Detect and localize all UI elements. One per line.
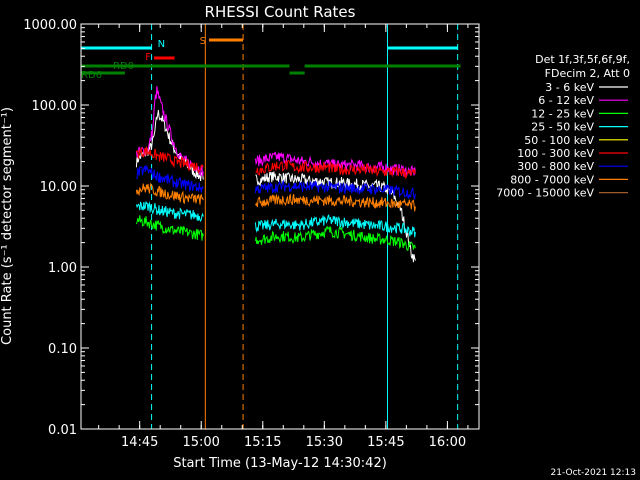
series-line-2-1 — [254, 225, 416, 251]
legend-label-0: 3 - 6 keV — [545, 81, 594, 94]
y-tick-label: 0.01 — [48, 423, 77, 438]
footer-timestamp: 21-Oct-2021 12:13 — [551, 468, 636, 478]
x-axis-title: Start Time (13-May-12 14:30:42) — [173, 456, 387, 471]
series-line-6-1 — [254, 179, 416, 201]
legend-label-5: 100 - 300 keV — [517, 147, 594, 160]
flag-label-S: S — [200, 36, 206, 47]
y-tick-label: 1000.00 — [23, 18, 77, 33]
flag-label-RD6: RD6 — [81, 70, 102, 81]
legend: Det 1f,3f,5f,6f,9f, FDecim 2, Att 0 3 - … — [496, 53, 630, 200]
series-line-2-0 — [135, 215, 204, 241]
legend-header-line-2: FDecim 2, Att 0 — [545, 67, 630, 80]
chart-marks: N S F RD0 RD6 — [80, 24, 461, 429]
x-tick-label: 16:00 — [429, 435, 466, 450]
x-tick-label: 15:15 — [244, 435, 281, 450]
plot-frame — [80, 23, 480, 430]
legend-label-7: 800 - 7000 keV — [510, 173, 594, 186]
series-line-5-0 — [136, 146, 204, 174]
x-tick-label: 14:45 — [121, 435, 158, 450]
y-tick-label: 0.10 — [48, 342, 77, 357]
legend-label-4: 50 - 100 keV — [524, 134, 594, 147]
legend-header-line-1: Det 1f,3f,5f,6f,9f, — [535, 53, 630, 66]
series-line-7-0 — [135, 182, 204, 205]
x-tick-label: 15:45 — [367, 435, 404, 450]
legend-label-6: 300 - 800 keV — [517, 160, 594, 173]
legend-label-3: 25 - 50 keV — [531, 121, 594, 134]
series-line-6-0 — [136, 165, 204, 193]
y-axis: 1000.00 100.00 10.00 1.00 0.10 0.01 — [23, 18, 479, 438]
flag-label-F: F — [145, 52, 151, 63]
y-tick-label: 10.00 — [40, 180, 77, 195]
x-tick-label: 15:30 — [306, 435, 343, 450]
legend-label-8: 7000 - 15000 keV — [496, 187, 594, 200]
series-line-3-1 — [254, 214, 416, 238]
legend-label-1: 6 - 12 keV — [538, 94, 594, 107]
y-axis-title: Count Rate (s⁻¹ detector segment⁻¹) — [0, 107, 15, 345]
series-line-3-0 — [135, 201, 204, 222]
y-tick-label: 100.00 — [32, 99, 78, 114]
chart-title: RHESSI Count Rates — [205, 3, 356, 21]
legend-label-2: 12 - 25 keV — [531, 107, 594, 120]
series-line-5-1 — [255, 160, 416, 180]
flag-label-RD0: RD0 — [113, 61, 134, 72]
x-tick-label: 15:00 — [182, 435, 219, 450]
flag-label-N: N — [158, 39, 165, 50]
y-tick-label: 1.00 — [48, 261, 77, 276]
series-line-7-1 — [254, 193, 416, 212]
x-axis: 14:45 15:00 15:15 15:30 15:45 16:00 — [98, 24, 469, 450]
